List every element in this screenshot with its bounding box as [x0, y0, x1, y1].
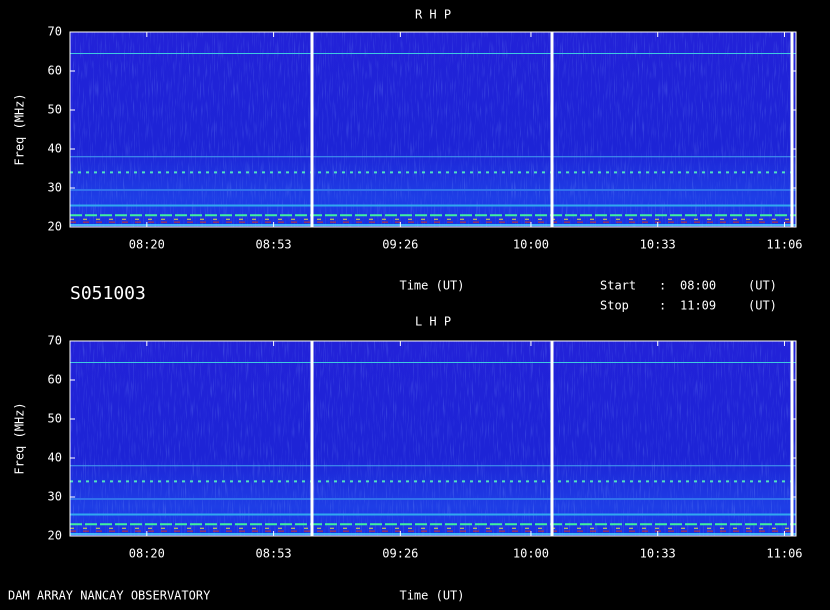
x-tick-label: 10:33: [640, 238, 676, 252]
plot-frame: [69, 31, 797, 228]
chart-title: R H P: [415, 8, 451, 22]
chart-title: L H P: [415, 315, 451, 329]
x-tick-label: 09:26: [382, 238, 418, 252]
stop-time: 11:09: [680, 299, 716, 313]
x-tick-label: 10:00: [513, 238, 549, 252]
x-axis-label: Time (UT): [399, 589, 464, 603]
y-tick-label: 30: [48, 490, 62, 504]
spectrum-noise: [70, 341, 796, 536]
plot-frame: [69, 340, 797, 537]
y-tick-label: 40: [48, 451, 62, 465]
x-tick-label: 11:06: [766, 547, 802, 561]
separator: :: [659, 299, 666, 313]
y-tick-label: 30: [48, 181, 62, 195]
unit: (UT): [748, 299, 777, 313]
x-tick-label: 10:33: [640, 547, 676, 561]
start-label: Start: [600, 279, 636, 293]
x-tick-label: 10:00: [513, 547, 549, 561]
x-tick-label: 08:20: [129, 547, 165, 561]
separator: :: [659, 279, 666, 293]
y-tick-label: 70: [48, 25, 62, 39]
spectrum-noise: [70, 32, 796, 227]
stop-label: Stop: [600, 299, 629, 313]
observation-id: S051003: [70, 283, 146, 304]
start-time: 08:00: [680, 279, 716, 293]
y-tick-label: 70: [48, 334, 62, 348]
x-tick-label: 11:06: [766, 238, 802, 252]
y-tick-label: 20: [48, 529, 62, 543]
unit: (UT): [748, 279, 777, 293]
y-tick-label: 40: [48, 142, 62, 156]
x-tick-label: 08:20: [129, 238, 165, 252]
x-tick-label: 09:26: [382, 547, 418, 561]
y-tick-label: 50: [48, 412, 62, 426]
footer: DAM ARRAY NANCAY OBSERVATORY: [8, 589, 211, 603]
y-axis-label: Freq (MHz): [13, 402, 27, 474]
y-tick-label: 50: [48, 103, 62, 117]
y-axis-label: Freq (MHz): [13, 93, 27, 165]
y-tick-label: 20: [48, 220, 62, 234]
y-tick-label: 60: [48, 373, 62, 387]
x-axis-label: Time (UT): [399, 279, 464, 293]
x-tick-label: 08:53: [256, 547, 292, 561]
y-tick-label: 60: [48, 64, 62, 78]
x-tick-label: 08:53: [256, 238, 292, 252]
